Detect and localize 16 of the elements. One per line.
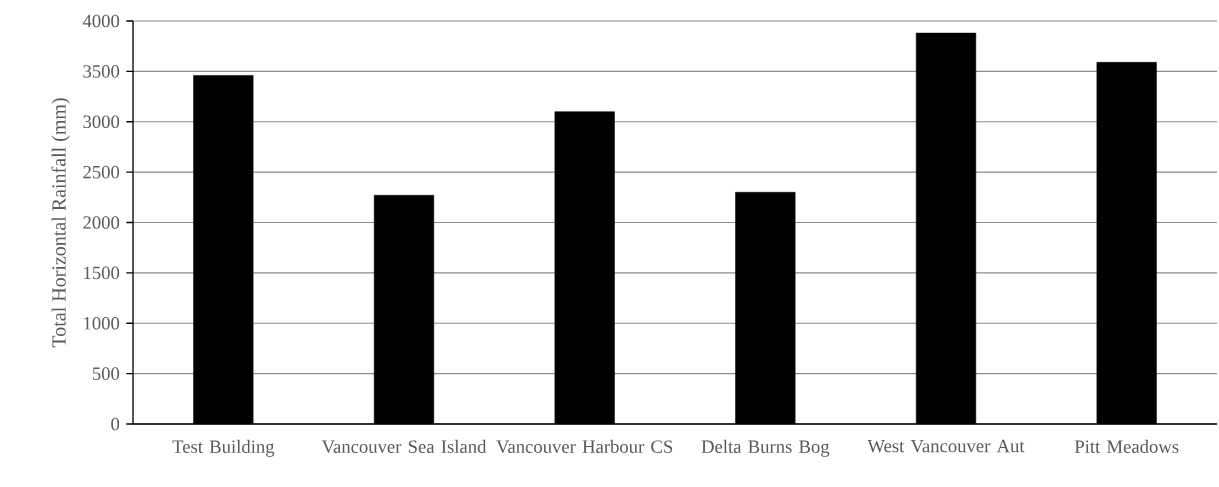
y-axis-title: Total Horizontal Rainfall (mm): [51, 98, 70, 348]
y-tick-label: 3000: [83, 115, 120, 129]
x-tick-label: Vancouver Harbour CS: [496, 439, 673, 454]
x-tick-label: Pitt Meadows: [1074, 439, 1179, 453]
y-tick-label: 3500: [83, 65, 120, 78]
y-tick-label: 4000: [82, 14, 120, 28]
y-tick-label: 1000: [84, 316, 120, 330]
x-tick-label: Test Building: [172, 439, 275, 457]
y-tick-label: 2500: [83, 165, 120, 179]
x-tick-label: Vancouver Sea Island: [321, 439, 487, 454]
x-tick-label: Delta Burns Bog: [701, 439, 830, 457]
y-tick-label: 500: [92, 367, 120, 380]
x-tick-label: West Vancouver Aut: [867, 439, 1025, 453]
y-tick-label: 1500: [84, 266, 120, 280]
y-tick-label: 0: [111, 417, 120, 431]
y-tick-label: 2000: [83, 216, 120, 229]
